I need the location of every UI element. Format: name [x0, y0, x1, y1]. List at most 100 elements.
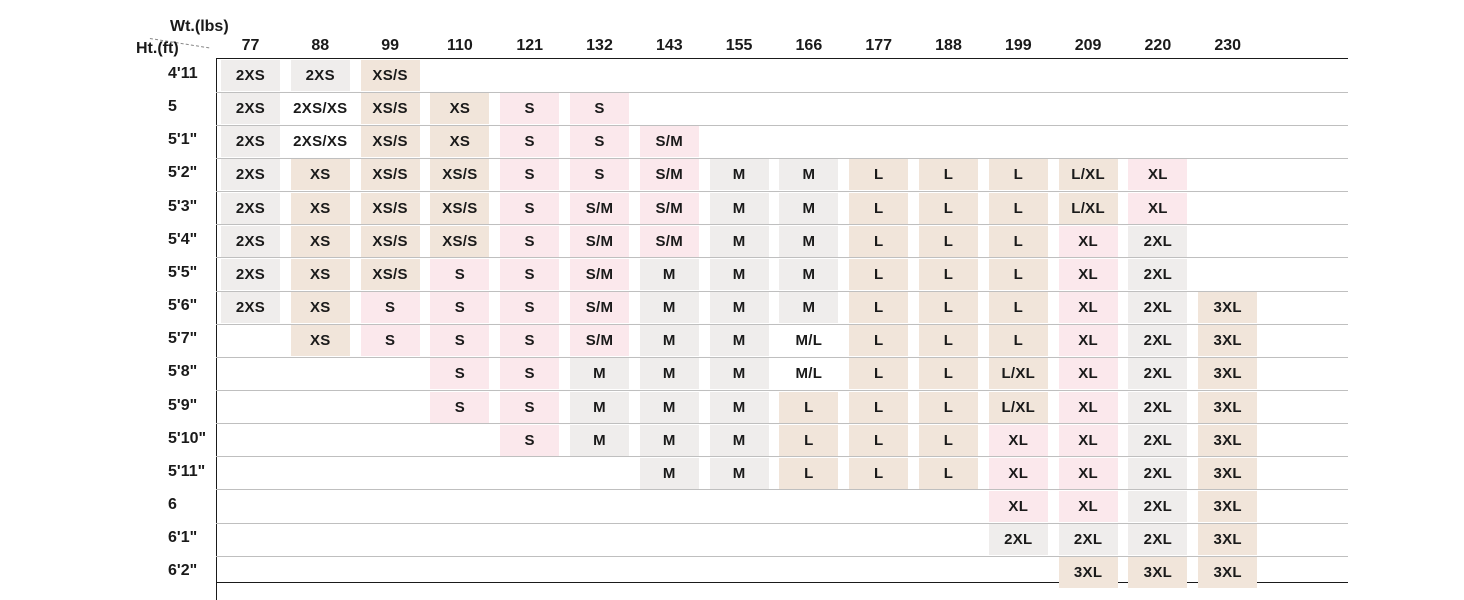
- size-cell: L: [988, 258, 1048, 290]
- size-cell: L: [849, 325, 909, 357]
- size-cell: L: [988, 159, 1048, 191]
- size-cell: 2XS: [221, 225, 280, 257]
- height-row-header: 5: [168, 98, 177, 116]
- size-cell: L: [919, 159, 978, 191]
- weight-column-header: 155: [725, 37, 753, 54]
- size-cell: XL: [1058, 490, 1118, 522]
- size-cell: XS/S: [360, 225, 420, 257]
- size-cell: L: [919, 225, 978, 257]
- weight-column-header: 77: [241, 37, 260, 54]
- size-cell: XL: [1058, 391, 1118, 423]
- size-cell: 2XS: [221, 192, 280, 224]
- size-cell: S: [430, 358, 490, 390]
- size-cell: 3XL: [1198, 424, 1258, 456]
- size-cell: L: [988, 292, 1048, 324]
- size-cell: 3XL: [1198, 391, 1258, 423]
- size-cell: S: [570, 126, 629, 158]
- size-cell: L: [849, 391, 909, 423]
- size-cell: L: [919, 424, 978, 456]
- weight-column-header: 88: [311, 37, 330, 54]
- size-cell: 2XL: [1128, 292, 1188, 324]
- size-cell: 3XL: [1198, 557, 1258, 589]
- size-cell: XS/S: [430, 192, 490, 224]
- size-cell: 2XL: [1058, 524, 1118, 556]
- height-axis-label: Ht.(ft): [136, 40, 179, 57]
- weight-column-header: 230: [1214, 37, 1242, 54]
- size-cell: L/XL: [988, 391, 1048, 423]
- height-row-header: 5'9": [168, 396, 198, 414]
- row-divider: [216, 124, 1348, 126]
- row-divider: [216, 390, 1348, 391]
- size-cell: M: [709, 325, 769, 357]
- weight-column-header: 121: [516, 37, 544, 54]
- size-cell: 2XL: [1128, 358, 1188, 390]
- size-cell: 3XL: [1198, 292, 1258, 324]
- size-cell: L: [849, 358, 909, 390]
- size-cell: L: [849, 424, 909, 456]
- size-cell: L: [919, 358, 978, 390]
- size-cell: L/XL: [1058, 192, 1118, 224]
- size-cell: S: [430, 325, 490, 357]
- size-cell: 2XS: [221, 292, 280, 324]
- size-cell: XS/S: [360, 192, 420, 224]
- size-cell: M: [779, 192, 839, 224]
- size-cell: L: [919, 192, 978, 224]
- size-cell: M/L: [779, 358, 839, 390]
- height-row-header: 5'3": [168, 197, 198, 215]
- size-cell: S: [500, 292, 560, 324]
- size-cell: S: [570, 159, 629, 191]
- size-cell: L: [919, 325, 978, 357]
- size-cell: 2XS: [290, 60, 350, 91]
- size-cell: XL: [1058, 325, 1118, 357]
- weight-column-header: 220: [1144, 37, 1172, 54]
- size-cell: 2XL: [1128, 391, 1188, 423]
- size-cell: 3XL: [1198, 358, 1258, 390]
- weight-column-header: 132: [586, 37, 613, 54]
- size-cell: M: [779, 159, 839, 191]
- row-divider: [216, 191, 1348, 193]
- size-cell: M: [570, 358, 629, 390]
- size-cell: M: [779, 292, 839, 324]
- row-divider: [216, 157, 1348, 159]
- size-cell: S: [500, 424, 560, 456]
- size-cell: 2XS: [221, 258, 280, 290]
- height-row-header: 5'4": [168, 230, 198, 248]
- size-cell: L: [849, 292, 909, 324]
- size-cell: M: [570, 424, 629, 456]
- height-row-header: 4'11: [168, 65, 198, 82]
- size-cell: S: [500, 358, 560, 390]
- size-cell: L: [849, 192, 909, 224]
- size-cell: L: [849, 225, 909, 257]
- size-cell: S: [360, 292, 420, 324]
- height-row-header: 6'2": [168, 562, 198, 580]
- size-cell: XL: [1058, 457, 1118, 489]
- size-cell: M: [570, 391, 629, 423]
- size-cell: M: [779, 258, 839, 290]
- size-cell: 2XS/XS: [290, 126, 350, 158]
- size-cell: XS/S: [430, 225, 490, 257]
- size-cell: XL: [1058, 292, 1118, 324]
- size-cell: 2XS: [221, 60, 280, 91]
- size-cell: S: [500, 93, 560, 125]
- row-divider: [216, 257, 1348, 259]
- row-divider: [216, 356, 1348, 358]
- size-cell: 3XL: [1198, 325, 1258, 357]
- size-cell: M: [639, 457, 699, 489]
- weight-column-header: 166: [795, 37, 823, 54]
- height-row-header: 5'11": [168, 462, 206, 480]
- size-cell: XL: [1058, 424, 1118, 456]
- size-cell: XS/S: [360, 93, 420, 125]
- size-cell: 2XL: [988, 524, 1048, 556]
- size-cell: L: [849, 457, 909, 489]
- table-top-border: [216, 58, 1348, 59]
- weight-column-header: 110: [446, 37, 473, 54]
- size-cell: 2XL: [1128, 457, 1188, 489]
- size-cell: L: [779, 457, 839, 489]
- size-cell: L: [988, 192, 1048, 224]
- row-divider: [216, 456, 1348, 458]
- size-cell: 3XL: [1198, 490, 1258, 522]
- weight-column-header: 199: [1004, 37, 1032, 54]
- size-cell: XS/S: [360, 159, 420, 191]
- size-cell: S: [500, 391, 560, 423]
